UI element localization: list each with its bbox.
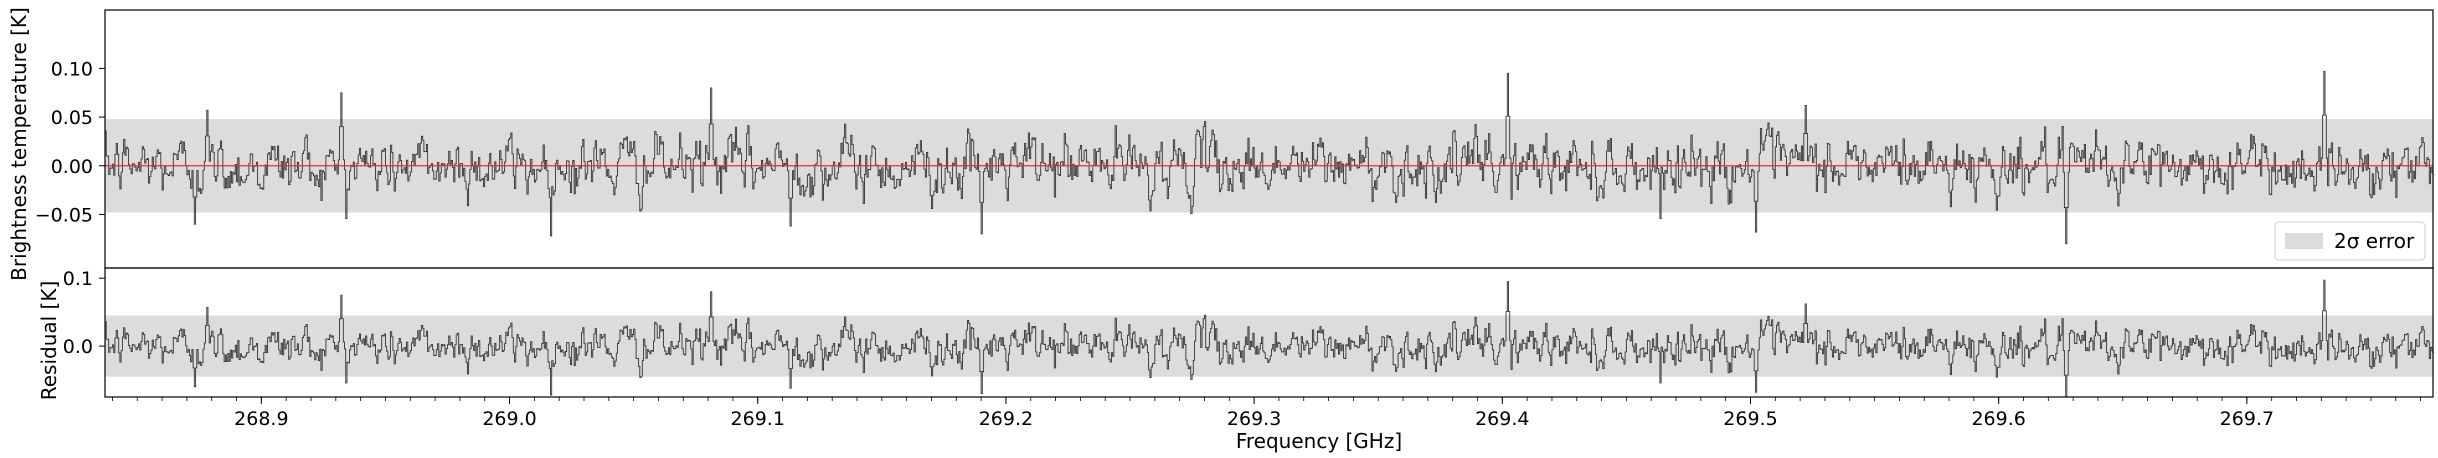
bottom-panel: 0.0 0.1 268.9 269.0 269.1 269.2 269.3 269.4 269.…: [63, 267, 2435, 430]
x-tick-label: 269.0: [482, 408, 536, 430]
bottom-residual-line: [105, 279, 2435, 398]
top-y-tick-label: 0.10: [51, 58, 93, 80]
legend-swatch: [2285, 233, 2323, 249]
legend-box: [2274, 221, 2426, 261]
x-axis-label: Frequency [GHz]: [1236, 429, 1402, 453]
bottom-y-tick-label: 0.1: [63, 268, 93, 290]
legend: 2σ error: [2274, 221, 2426, 261]
x-tick-label: 269.5: [1723, 408, 1777, 430]
bottom-y-axis-label: Residual [K]: [37, 281, 61, 401]
top-spectrum-line: [105, 70, 2435, 245]
x-tick-label: 269.1: [731, 408, 785, 430]
x-tick-label: 269.2: [979, 408, 1033, 430]
bottom-y-tick-label: 0.0: [63, 336, 93, 358]
top-y-axis-label: Brightness temperature [K]: [7, 7, 31, 281]
top-y-tick-label: 0.05: [51, 107, 93, 129]
x-tick-label: 268.9: [234, 408, 288, 430]
x-tick-label: 269.4: [1475, 408, 1529, 430]
bottom-frame: [104, 267, 2434, 398]
top-y-tick-label: −0.05: [35, 204, 93, 226]
bottom-error-band: [105, 315, 2433, 377]
legend-label: 2σ error: [2334, 229, 2415, 253]
top-y-tick-label: 0.00: [51, 156, 93, 178]
x-tick-label: 269.7: [2220, 408, 2274, 430]
x-tick-label: 269.6: [1971, 408, 2025, 430]
top-panel: −0.05 0.00 0.05 0.10 2σ error: [35, 9, 2435, 269]
x-tick-label: 269.3: [1227, 408, 1281, 430]
